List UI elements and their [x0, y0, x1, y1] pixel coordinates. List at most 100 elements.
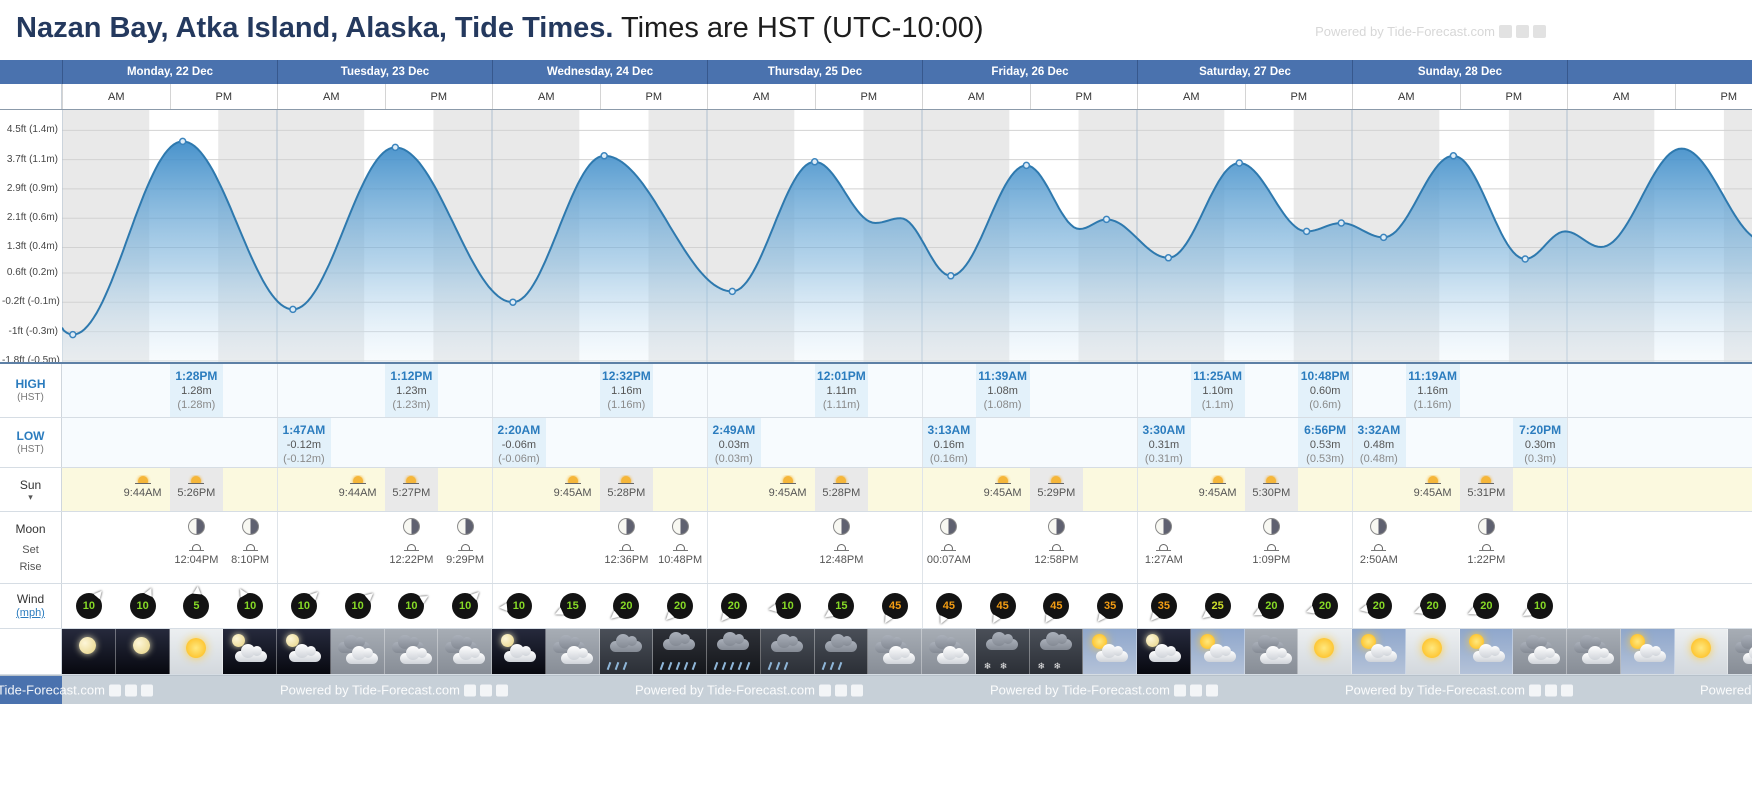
- moon-set-entry: 12:58PM: [1034, 518, 1078, 566]
- day-divider: [277, 418, 278, 467]
- am-label: AM: [277, 84, 385, 109]
- moon-rise-time: 2:50AM: [1359, 554, 1398, 566]
- wind-row-label: Wind (mph): [0, 584, 62, 628]
- moon-set-time: 1:09PM: [1252, 554, 1291, 566]
- tide-time: 10:48PM: [1300, 369, 1350, 383]
- moon-rise-time: 9:29PM: [446, 554, 485, 566]
- wind-speed-value: 10: [781, 600, 794, 612]
- tide-height-metric: (0.31m): [1144, 453, 1183, 466]
- tide-height-metric: (1.23m): [392, 399, 431, 412]
- am-label: AM: [1352, 84, 1460, 109]
- moon-icon: [232, 634, 246, 647]
- cloud-icon: [453, 646, 486, 664]
- lows-cell-highlight: [277, 418, 331, 467]
- wind-speed-badge: 10: [398, 592, 431, 619]
- sunrise-icon: [779, 475, 796, 484]
- day-divider: [492, 584, 493, 628]
- raindrop-icon: [829, 661, 834, 671]
- wind-speed-value: 25: [1211, 600, 1224, 612]
- raindrop-icon: [767, 661, 773, 671]
- moon-set-time: 12:48PM: [819, 554, 864, 566]
- tide-time: 1:47AM: [282, 423, 326, 437]
- cloud-icon: [1039, 632, 1072, 650]
- moon-rise-entry: 2:50AM: [1360, 518, 1398, 566]
- day-divider: [277, 584, 278, 628]
- sunset-time: 5:28PM: [822, 487, 861, 499]
- day-divider: [707, 418, 708, 467]
- weather-cell-rain: [599, 629, 654, 674]
- weather-row: ❄ ❄ ❄ ❄: [0, 629, 1752, 675]
- wind-speed-value: 45: [1050, 600, 1063, 612]
- wind-speed-badge: 20: [663, 593, 694, 624]
- raindrop-icon: [659, 661, 665, 671]
- cloud-icon: [289, 644, 321, 662]
- tide-height: 1.28m: [181, 385, 212, 398]
- low-tide-entry: 6:56PM 0.53m (0.53m): [1304, 423, 1346, 467]
- tide-height-metric: (1.11m): [822, 399, 860, 412]
- tide-height: 0.53m: [1309, 439, 1341, 452]
- sunset-icon: [618, 475, 635, 484]
- footer-watermark-icon: [1560, 684, 1573, 696]
- moon-phase-icon: [1262, 518, 1280, 535]
- weather-cell-cloudy: [330, 629, 385, 674]
- day-divider: [492, 364, 493, 417]
- wind-speed-value: 10: [405, 600, 418, 612]
- wind-speed-badge: 45: [935, 593, 962, 627]
- cloud-icon: [609, 634, 642, 652]
- axis-tick-label: -1.8ft (-0.5m): [2, 354, 60, 362]
- wind-speed-value: 20: [620, 600, 633, 612]
- tide-time: 3:30AM: [1142, 423, 1186, 437]
- weather-cell-sun-cloud: [1620, 629, 1675, 674]
- moon-icon: [1146, 634, 1159, 647]
- day-divider: [1137, 584, 1138, 628]
- weather-row-label: [0, 629, 62, 674]
- footer-watermark-text: Powered by Tide-Forecast.com: [990, 682, 1170, 698]
- moon-rise-time: 10:48PM: [658, 554, 703, 566]
- weather-cell-night-cloud: [277, 629, 331, 674]
- moon-rise-time: 8:10PM: [231, 554, 270, 566]
- wind-unit-link[interactable]: (mph): [16, 607, 45, 619]
- moon-set-label: Set: [22, 544, 39, 556]
- am-label: AM: [1137, 84, 1245, 109]
- day-divider: [277, 364, 278, 417]
- cloud-icon: [1149, 644, 1181, 662]
- weather-cell-rain: [760, 629, 815, 674]
- day-divider: [922, 468, 923, 511]
- weather-cell-night-cloud: [492, 629, 546, 674]
- raindrop-icon: [667, 661, 673, 671]
- footer-watermark: Powered by Tide-Forecast.com: [635, 683, 863, 698]
- wind-speed-value: 20: [1319, 600, 1332, 612]
- moon-icon: [79, 637, 96, 654]
- tide-time: 2:20AM: [497, 423, 541, 437]
- wind-speed-value: 45: [996, 600, 1009, 612]
- moon-rise-entry: 10:48PM: [658, 518, 702, 566]
- tide-extreme-marker: [600, 152, 608, 160]
- tide-extreme-marker: [947, 272, 955, 280]
- sunset-entry: 5:30PM: [1252, 475, 1290, 499]
- day-divider: [922, 364, 923, 417]
- tide-height-metric: (0.48m): [1359, 453, 1398, 466]
- cloud-icon: [883, 646, 916, 664]
- weather-cell-cloudy: [384, 629, 439, 674]
- tide-extreme-marker: [1521, 255, 1529, 263]
- sunrise-time: 9:45AM: [1198, 487, 1237, 499]
- tide-height-metric: (1.28m): [177, 399, 216, 412]
- weather-cell-cloudy: [922, 629, 976, 674]
- footer-watermark: Powered by Tide-Forecast.com: [1345, 683, 1573, 698]
- day-header-1: Monday, 22 Dec: [62, 60, 277, 84]
- wind-speed-value: 20: [727, 600, 740, 612]
- weather-cell-cloudy: [545, 629, 600, 674]
- footer-watermark-icon: [818, 684, 831, 696]
- tide-height-metric: (0.6m): [1309, 399, 1342, 412]
- wind-speed-value: 20: [1426, 600, 1439, 612]
- cloud-icon: [1096, 644, 1129, 662]
- ampm-left-stub: [0, 84, 62, 109]
- cloud-icon: [937, 646, 969, 664]
- tide-height-metric: (-0.12m): [283, 453, 325, 466]
- sunset-cell-shade: [1244, 468, 1299, 511]
- moon-phase-icon: [671, 518, 689, 535]
- sunrise-time: 9:44AM: [123, 487, 162, 499]
- cloud-icon: [345, 646, 378, 664]
- tide-height: 0.60m: [1309, 385, 1341, 398]
- raindrop-icon: [675, 661, 681, 671]
